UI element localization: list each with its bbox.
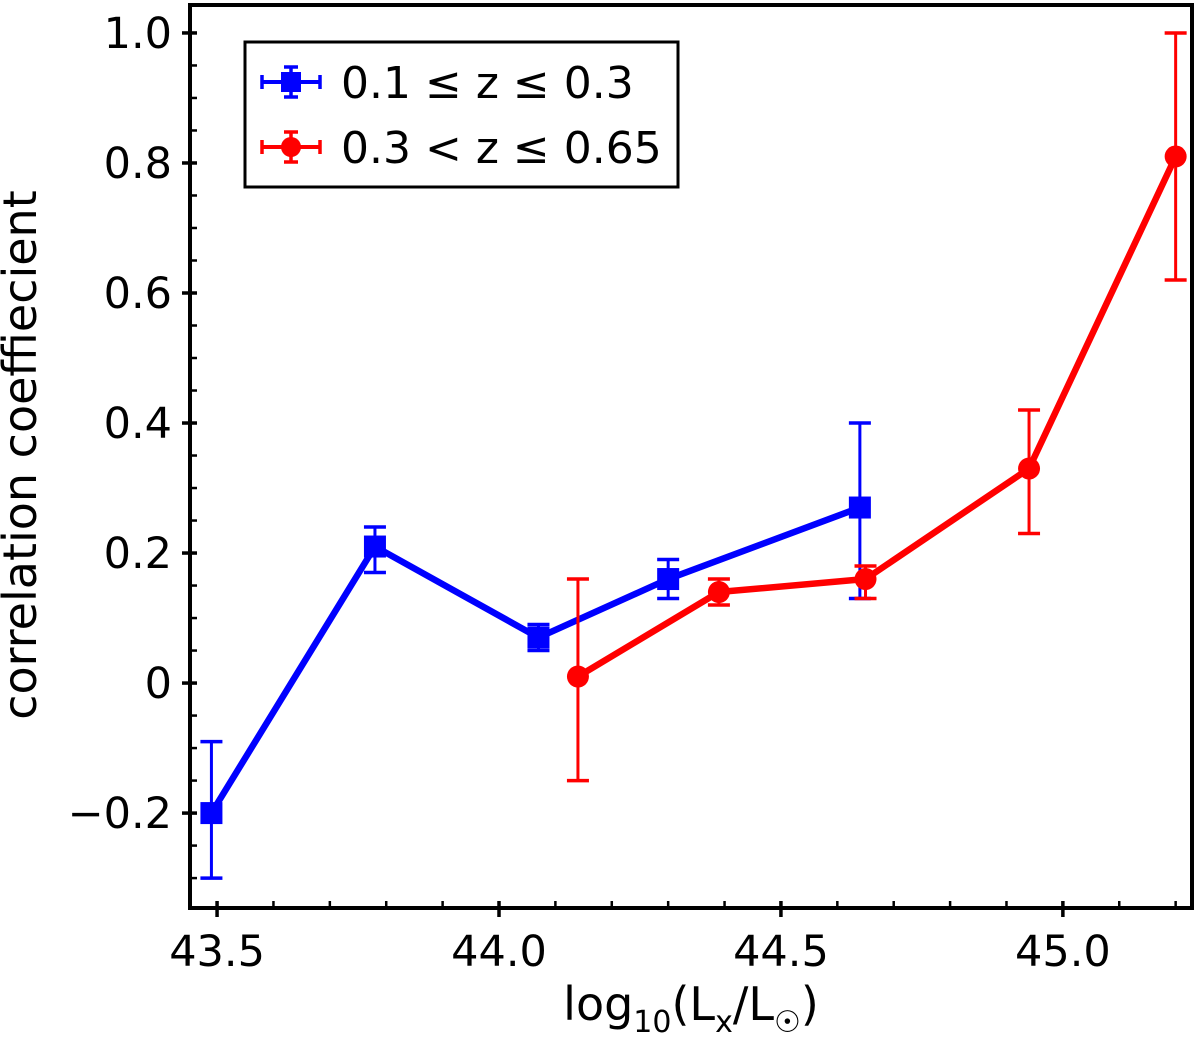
data-point-marker [200, 802, 223, 825]
data-point-marker [1164, 145, 1187, 168]
y-tick-label: 0.8 [104, 139, 172, 189]
legend-box [243, 40, 680, 189]
legend-marker [281, 137, 301, 157]
x-tick-label: 45.0 [1015, 927, 1111, 977]
y-tick-label: 0.4 [104, 399, 172, 449]
x-axis-label: log10(Lx/L☉) [563, 977, 819, 1040]
data-point-marker [527, 626, 550, 649]
legend-label: 0.1 ≤ z ≤ 0.3 [341, 58, 634, 109]
y-tick-label: 1.0 [104, 9, 172, 59]
legend-label: 0.3 < z ≤ 0.65 [341, 123, 662, 174]
y-tick-label: 0 [145, 659, 172, 709]
data-point-marker [657, 568, 680, 591]
data-point-marker [854, 568, 877, 591]
data-point-marker [363, 535, 386, 558]
x-tick-label: 43.5 [169, 927, 265, 977]
x-tick-label: 44.0 [451, 927, 547, 977]
y-tick-label: 0.6 [104, 269, 172, 319]
data-point-marker [707, 581, 730, 604]
legend-marker [281, 72, 301, 92]
data-point-marker [1018, 457, 1041, 480]
data-point-marker [566, 665, 589, 688]
data-point-marker [848, 496, 871, 519]
y-tick-label: 0.2 [104, 529, 172, 579]
y-axis-label: correlation coeffiecient [0, 190, 47, 720]
x-tick-label: 44.5 [733, 927, 829, 977]
y-tick-label: −0.2 [68, 789, 172, 839]
